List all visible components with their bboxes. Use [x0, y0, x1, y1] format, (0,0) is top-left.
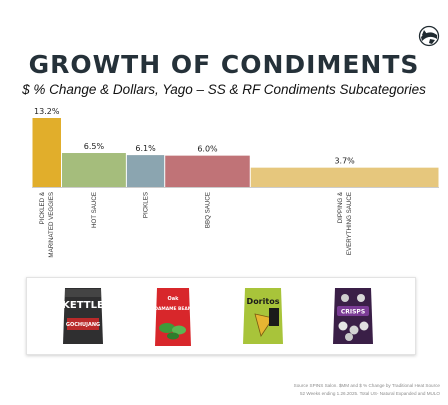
edamame-beans-image: Oak EDAMAME BEANS [151, 288, 195, 346]
product-edamame-flavor: EDAMAME BEANS [151, 306, 194, 312]
source-note: Source SPINS Salon. $MM and $ % Change b… [294, 382, 440, 398]
category-label-2: PICKLES [143, 192, 150, 218]
doritos-chips-image: Doritos [243, 288, 283, 344]
category-label-1: HOT SAUCE [91, 192, 98, 228]
source-line-2: 52 Weeks ending 1.26.2025. Total US- Nat… [299, 391, 440, 396]
bar-value-label-3: 6.0% [197, 145, 218, 154]
category-label-0: PICKLED & MARINATED VEGGIES [39, 191, 55, 257]
product-doritos-brand: Doritos [247, 297, 280, 306]
kettle-chips-image: KETTLE GOCHUJANG [62, 288, 104, 344]
bar-1 [61, 153, 126, 187]
category-label-4: DIPPING & EVERYTHING SAUCE [337, 191, 353, 255]
bar-0 [32, 118, 61, 187]
page-subtitle: $ % Change & Dollars, Yago – SS & RF Con… [22, 82, 426, 97]
bar-chart: 13.2% PICKLED & MARINATED VEGGIES 6.5% HOT S… [32, 107, 439, 258]
bar-2 [126, 155, 165, 187]
bar-value-label-2: 6.1% [135, 144, 156, 153]
brand-logo-icon [418, 25, 440, 47]
bar-value-label-4: 3.7% [334, 157, 355, 166]
product-kettle-flavor: GOCHUJANG [66, 322, 100, 328]
product-strip: KETTLE GOCHUJANG Oak EDAMAME BEANS Dorit… [26, 277, 416, 355]
bar-value-label-1: 6.5% [84, 142, 105, 151]
page-title: GROWTH OF CONDIMENTS [28, 50, 420, 79]
source-line-1: Source SPINS Salon. $MM and $ % Change b… [293, 383, 440, 388]
product-crisps-label: CRISPS [341, 309, 365, 316]
product-edamame-brand: Oak [168, 296, 180, 302]
product-kettle-brand: KETTLE [62, 300, 104, 311]
bar-3 [165, 155, 250, 187]
bar-4 [250, 167, 439, 187]
bar-value-label-0: 13.2% [34, 107, 60, 116]
category-label-3: BBQ SAUCE [204, 192, 211, 228]
crisps-bag-image: CRISPS [333, 288, 373, 344]
